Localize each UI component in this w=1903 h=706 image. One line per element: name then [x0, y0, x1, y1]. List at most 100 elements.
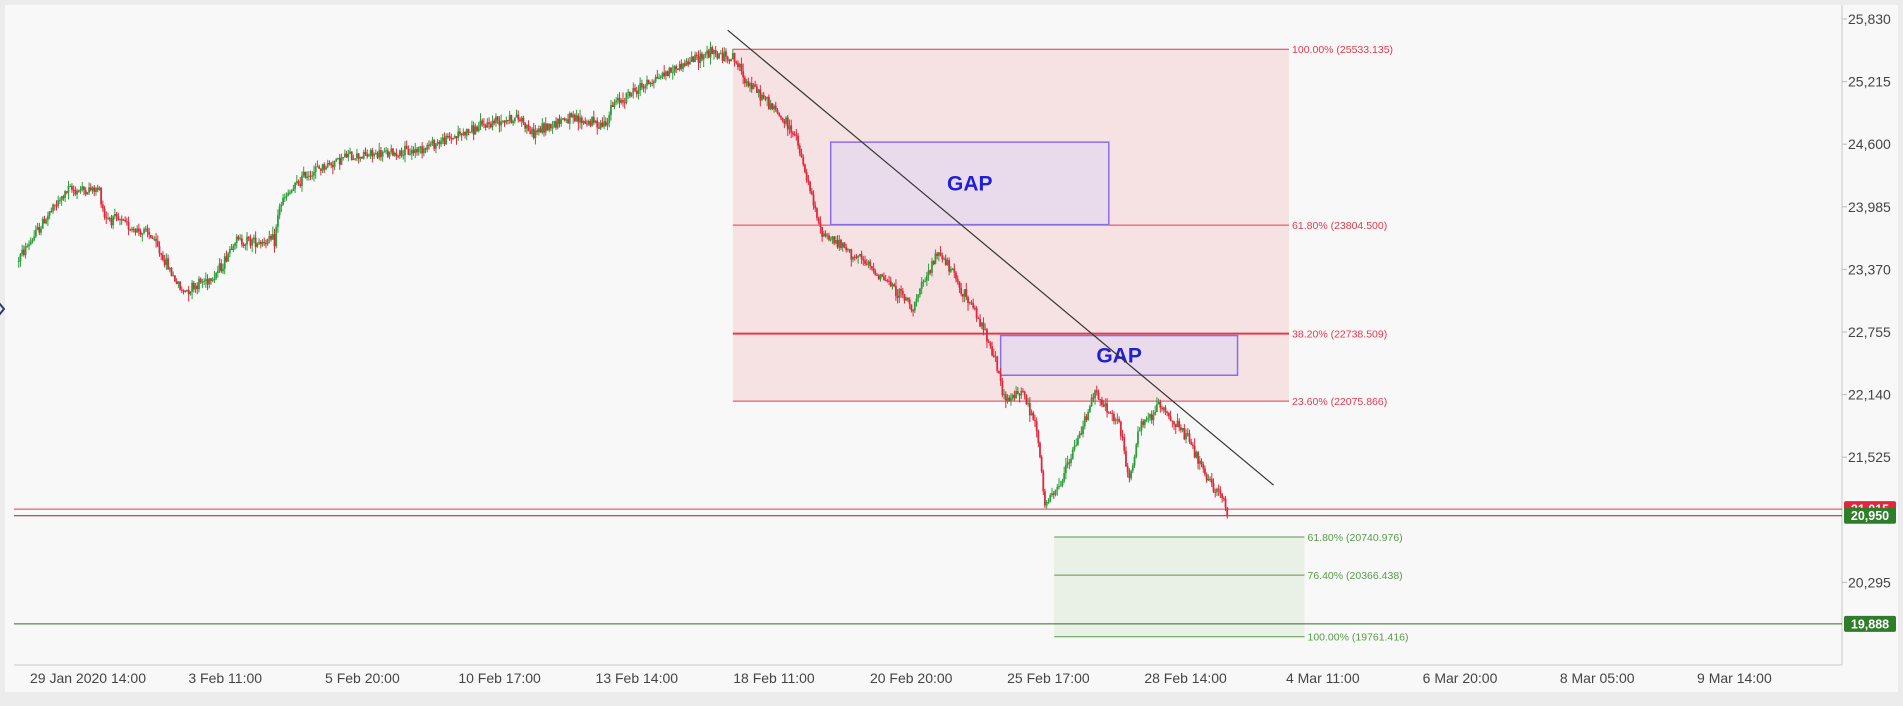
candle-body [846, 249, 849, 251]
candle-body [510, 115, 513, 124]
candle-body [505, 120, 508, 123]
candle-body [392, 148, 394, 156]
candle-body [50, 211, 53, 213]
candle-body [786, 117, 789, 130]
price-axis-area[interactable] [1842, 5, 1898, 692]
candle-body [402, 155, 405, 157]
candle-body [222, 268, 224, 272]
candle-body [937, 252, 940, 256]
candle-body [110, 218, 113, 226]
candle-body [187, 289, 190, 295]
candle-body [512, 121, 515, 124]
candle-body [893, 284, 896, 287]
candle-body [457, 131, 460, 139]
candle-body [891, 284, 894, 287]
candle-body [1077, 437, 1079, 446]
candle-body [845, 246, 848, 251]
fib-level-label: 100.00% (19761.416) [1308, 632, 1409, 644]
candle-body [798, 145, 801, 154]
candle-body [915, 298, 918, 302]
candle-body [682, 63, 684, 69]
candle-body [280, 204, 283, 207]
candle-body [1222, 498, 1225, 500]
candle-body [665, 71, 667, 77]
candle-body [615, 100, 618, 103]
candle-body [112, 216, 115, 226]
candle-body [731, 52, 734, 60]
gap-box[interactable] [829, 141, 1110, 226]
candle-body [441, 137, 444, 141]
candle-body [240, 238, 243, 245]
gap-box[interactable] [999, 334, 1239, 377]
trendline[interactable] [727, 29, 1274, 486]
candle-body [474, 126, 477, 135]
candle-body [191, 282, 193, 292]
candle-body [792, 132, 794, 135]
candle-body [1176, 420, 1179, 428]
candle-body [47, 215, 49, 220]
candle-body [884, 280, 887, 282]
candle-body [519, 119, 521, 122]
candle-body [596, 120, 599, 128]
candle-body [515, 114, 518, 118]
candle-body [36, 227, 39, 230]
candle-body [568, 113, 571, 124]
candle-body [376, 153, 379, 158]
candle-body [1186, 433, 1189, 435]
chevron-right-icon[interactable] [0, 302, 6, 316]
candle-body [33, 236, 36, 240]
candle-body [131, 228, 133, 231]
candle-body [586, 123, 588, 125]
x-tick-label: 18 Feb 11:00 [733, 670, 815, 686]
candle-body [544, 123, 547, 133]
candle-body [1016, 391, 1019, 395]
candle-body [489, 123, 492, 128]
candle-body [259, 242, 262, 245]
candle-body [828, 235, 830, 240]
candle-body [69, 186, 72, 188]
candle-body [822, 233, 825, 237]
candle-body [713, 49, 715, 55]
candle-body [991, 345, 993, 356]
candle-body [225, 256, 228, 262]
candle-body [967, 297, 969, 304]
candle-body [1027, 403, 1030, 405]
candle-body [1195, 452, 1198, 458]
candle-body [213, 278, 216, 281]
candle-body [144, 228, 147, 230]
candle-body [661, 72, 664, 77]
candle-body [913, 301, 916, 311]
candle-body [380, 150, 382, 157]
candle-body [876, 274, 878, 276]
candle-body [208, 278, 211, 285]
candle-body [440, 140, 442, 145]
candle-body [100, 187, 103, 205]
candle-body [1126, 466, 1129, 473]
trendline-group[interactable] [727, 29, 1274, 486]
candle-body [704, 53, 707, 56]
candle-body [1090, 397, 1093, 407]
candle-body [905, 297, 908, 301]
candle-body [419, 146, 422, 148]
gap-label: GAP [947, 172, 993, 195]
candle-body [824, 233, 827, 237]
candle-body [98, 187, 101, 190]
candle-body [919, 288, 921, 295]
candle-body [666, 71, 669, 76]
candle-body [393, 153, 396, 156]
candle-body [781, 117, 784, 121]
candle-body [175, 281, 178, 284]
candle-body [678, 63, 681, 70]
candle-body [788, 125, 791, 130]
candle-body [168, 267, 171, 270]
candle-body [1025, 395, 1028, 405]
candle-body [841, 242, 844, 248]
candle-body [565, 119, 568, 121]
candle-body [694, 54, 696, 62]
candle-body [982, 322, 985, 331]
candle-body [26, 246, 29, 248]
candle-body [354, 158, 357, 160]
candle-body [277, 215, 279, 227]
